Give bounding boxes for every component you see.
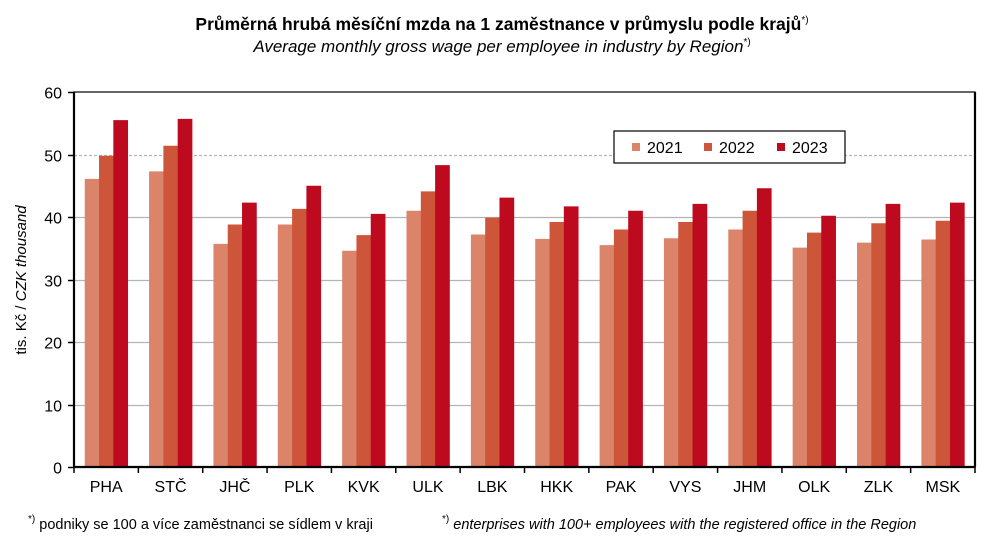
chart-subtitle: Average monthly gross wage per employee … — [253, 37, 751, 56]
legend-box — [613, 130, 846, 164]
bar-PHA-2021 — [84, 178, 100, 467]
x-tick-label: PHA — [90, 479, 123, 496]
bar-PLK-2021 — [277, 224, 293, 467]
legend-swatch-2022 — [704, 143, 712, 151]
y-tick-label: 0 — [53, 461, 62, 478]
footnote-cz: *) podniky se 100 a více zaměstnanci se … — [28, 514, 373, 533]
bar-PAK-2023 — [628, 210, 643, 467]
bar-KVK-2021 — [342, 250, 357, 467]
legend-label-2021: 2021 — [647, 140, 683, 157]
footnote-en: *) enterprises with 100+ employees with … — [442, 514, 917, 533]
x-tick-label: ULK — [412, 479, 443, 496]
bar-MSK-2023 — [949, 202, 965, 467]
bars — [84, 118, 965, 467]
y-tick-label: 60 — [44, 86, 62, 103]
axes — [68, 91, 977, 473]
bar-ZLK-2023 — [885, 203, 901, 467]
bar-OLK-2021 — [792, 247, 808, 467]
bar-ULK-2021 — [406, 210, 422, 467]
legend-swatch-2023 — [777, 143, 785, 151]
y-tick-labels: 0 10 20 30 40 50 60 — [44, 86, 62, 478]
bar-LBK-2021 — [470, 234, 486, 467]
bar-JHČ-2023 — [242, 202, 257, 467]
bar-MSK-2021 — [921, 239, 937, 467]
bar-MSK-2022 — [935, 220, 951, 467]
bar-PLK-2022 — [292, 208, 307, 467]
bar-JHM-2023 — [756, 188, 772, 467]
bar-OLK-2022 — [806, 232, 822, 467]
bar-PAK-2021 — [599, 245, 615, 467]
bar-ULK-2022 — [420, 191, 436, 467]
bar-VYS-2022 — [678, 222, 693, 467]
bar-KVK-2022 — [356, 235, 372, 467]
x-tick-label: KVK — [348, 479, 380, 496]
bar-ULK-2023 — [435, 165, 450, 467]
bar-LBK-2023 — [499, 197, 515, 467]
bar-JHČ-2021 — [213, 243, 229, 467]
x-tick-label: JHČ — [219, 477, 250, 496]
x-tick-label: PLK — [284, 479, 315, 496]
x-tick-label: STČ — [155, 477, 187, 496]
bar-VYS-2023 — [692, 203, 708, 467]
x-tick-label: OLK — [798, 479, 830, 496]
x-tick-label: HKK — [540, 479, 573, 496]
y-tick-label: 50 — [44, 149, 62, 166]
y-tick-label: 10 — [44, 399, 62, 416]
bar-STČ-2022 — [163, 145, 179, 467]
bar-VYS-2021 — [663, 238, 679, 467]
bar-JHM-2022 — [742, 210, 758, 467]
bar-LBK-2022 — [485, 217, 500, 467]
bar-OLK-2023 — [821, 215, 836, 467]
x-tick-labels: PHA STČ JHČ PLK KVK ULK LBK HKK PAK VYS JHM OLK ZLK M… — [90, 477, 961, 496]
bar-HKK-2021 — [535, 238, 550, 467]
legend-label-2023: 2023 — [792, 140, 828, 157]
y-axis-label: tis. Kč / CZK thousand — [13, 205, 30, 355]
bar-STČ-2021 — [149, 171, 164, 467]
legend-swatch-2021 — [632, 143, 640, 151]
y-tick-label: 40 — [44, 211, 62, 228]
x-tick-label: MSK — [925, 479, 960, 496]
bar-PHA-2023 — [113, 120, 129, 467]
bar-KVK-2023 — [370, 213, 386, 467]
x-tick-label: JHM — [733, 479, 766, 496]
gridlines — [74, 154, 975, 407]
bar-STČ-2023 — [177, 118, 193, 467]
bar-ZLK-2022 — [871, 223, 887, 467]
bar-JHM-2021 — [728, 229, 743, 467]
legend-label-2022: 2022 — [719, 140, 755, 157]
bar-PAK-2022 — [613, 229, 629, 467]
bar-PHA-2022 — [99, 155, 114, 467]
x-tick-label: LBK — [477, 479, 508, 496]
x-tick-label: ZLK — [864, 479, 894, 496]
bar-JHČ-2022 — [227, 224, 243, 467]
legend: 2021 2022 2023 — [613, 130, 846, 164]
bar-ZLK-2021 — [857, 242, 872, 467]
bar-HKK-2023 — [563, 206, 579, 467]
chart-title: Průměrná hrubá měsíční mzda na 1 zaměstn… — [195, 14, 809, 34]
bar-PLK-2023 — [306, 185, 322, 467]
y-tick-label: 30 — [44, 274, 62, 291]
x-tick-label: VYS — [669, 479, 701, 496]
x-tick-label: PAK — [606, 479, 637, 496]
y-tick-label: 20 — [44, 336, 62, 353]
bar-HKK-2022 — [549, 222, 565, 467]
